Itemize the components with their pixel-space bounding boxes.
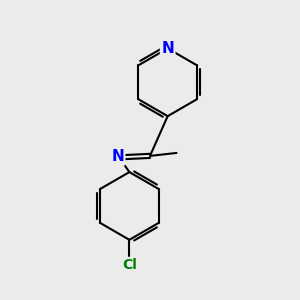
Text: Cl: Cl (122, 258, 137, 272)
Text: N: N (161, 41, 174, 56)
Text: N: N (111, 149, 124, 164)
